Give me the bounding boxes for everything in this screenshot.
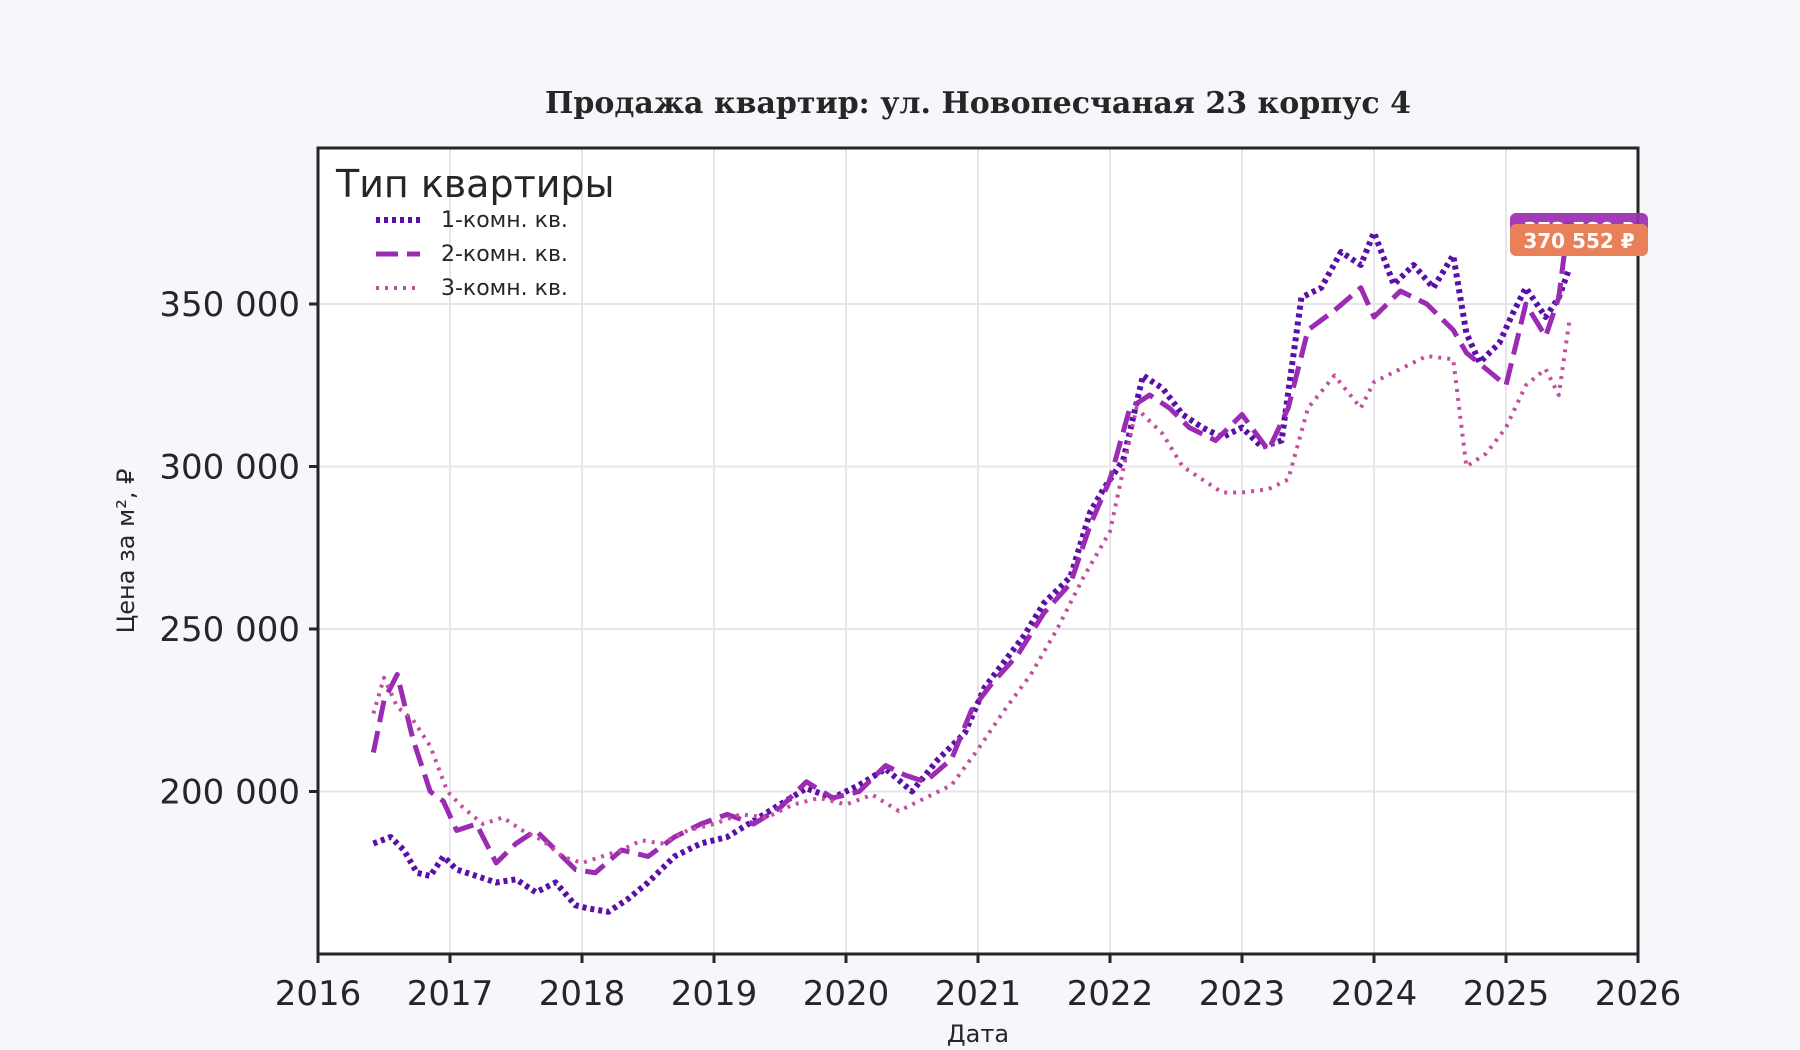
chart-title: Продажа квартир: ул. Новопесчаная 23 кор… — [545, 86, 1411, 121]
y-axis: 200 000 250 000 300 000 350 000 — [159, 285, 318, 813]
x-tick-label: 2024 — [1331, 974, 1418, 1014]
x-tick-label: 2018 — [539, 974, 626, 1014]
legend-label-3: 3-комн. кв. — [441, 276, 568, 301]
legend-label-1: 1-комн. кв. — [441, 208, 568, 233]
x-tick-label: 2016 — [275, 974, 362, 1014]
y-tick-label: 250 000 — [159, 610, 300, 650]
legend-title: Тип квартиры — [335, 162, 615, 206]
annotation-label-2: 370 552 ₽ — [1523, 229, 1634, 253]
y-tick-label: 200 000 — [159, 773, 300, 813]
series-line-3 — [371, 320, 1572, 865]
series-line-1 — [372, 229, 1573, 915]
x-tick-label: 2021 — [935, 974, 1022, 1014]
y-tick-label: 350 000 — [159, 285, 300, 325]
annotation-box-2 — [1510, 224, 1648, 256]
y-tick-label: 300 000 — [159, 448, 300, 488]
x-axis: 2016 2017 2018 2019 2020 2021 2022 2023 2024 2025… — [275, 954, 1682, 1014]
annotations: 372 580 ₽370 552 ₽ — [1510, 213, 1648, 256]
annotation-badge-2: 370 552 ₽ — [1510, 224, 1648, 256]
x-axis-label: Дата — [947, 1020, 1009, 1048]
x-tick-label: 2026 — [1595, 974, 1682, 1014]
series-line-2 — [370, 212, 1572, 876]
x-tick-label: 2023 — [1199, 974, 1286, 1014]
x-tick-label: 2017 — [407, 974, 494, 1014]
legend: Тип квартиры 1-комн. кв. 2-комн. кв. 3-ком… — [335, 162, 615, 301]
x-tick-label: 2022 — [1067, 974, 1154, 1014]
x-tick-label: 2025 — [1463, 974, 1550, 1014]
x-tick-label: 2019 — [671, 974, 758, 1014]
legend-label-2: 2-комн. кв. — [441, 242, 568, 267]
series-layer — [370, 212, 1573, 915]
x-tick-label: 2020 — [803, 974, 890, 1014]
y-axis-label: Цена за м², ₽ — [112, 469, 140, 634]
